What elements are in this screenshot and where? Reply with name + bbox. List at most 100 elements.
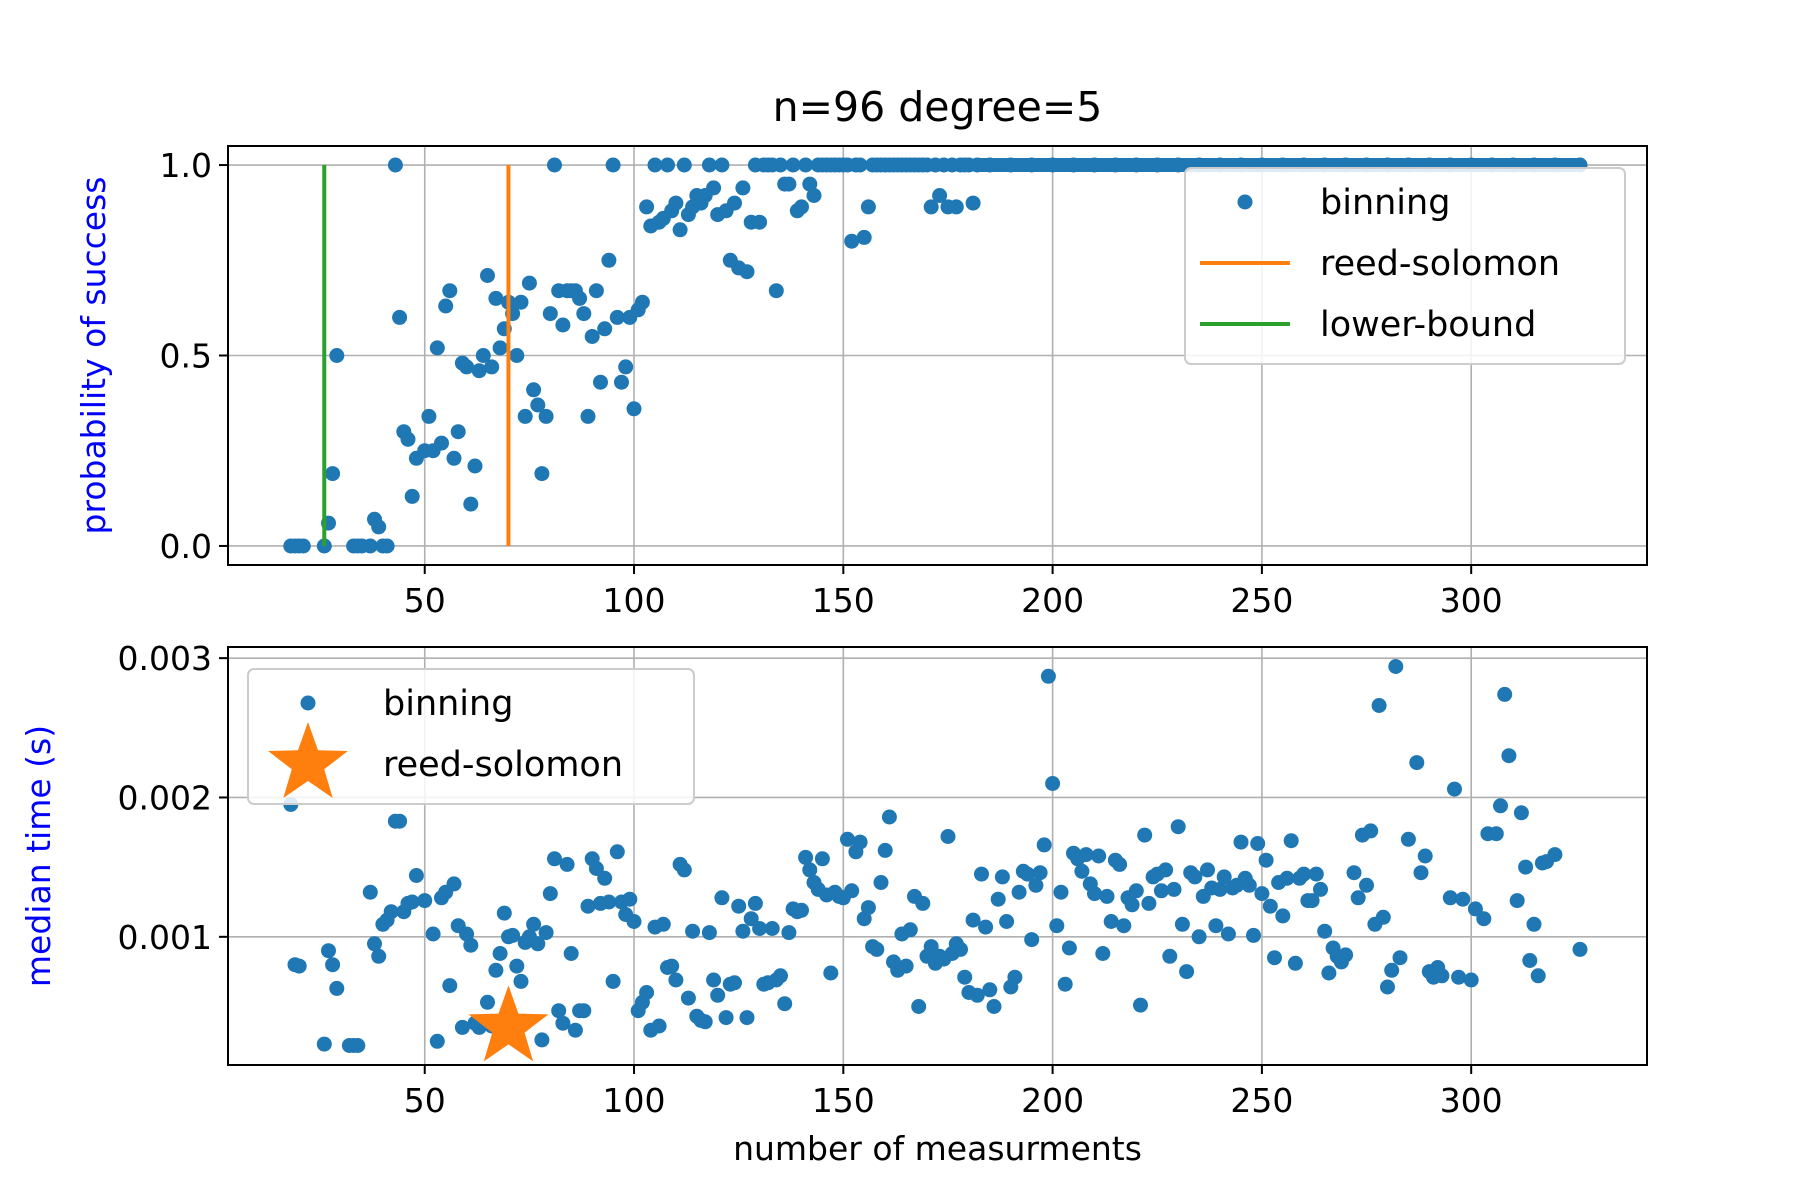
binning-point <box>526 916 542 932</box>
binning-point <box>1409 755 1425 771</box>
y-axis-label: probability of success <box>74 177 113 535</box>
binning-point <box>1045 157 1061 173</box>
binning-point <box>580 408 596 424</box>
binning-point <box>1455 891 1471 907</box>
y-tick-label: 0.5 <box>160 337 212 376</box>
binning-point <box>1493 798 1508 814</box>
binning-point <box>957 969 973 985</box>
binning-point <box>1513 805 1529 821</box>
binning-point <box>1220 926 1236 942</box>
binning-point <box>1187 869 1203 885</box>
y-tick-label: 0.003 <box>118 639 212 678</box>
x-tick-label: 50 <box>404 581 446 620</box>
binning-point <box>609 309 625 325</box>
binning-point <box>747 895 763 911</box>
binning-point <box>1434 968 1450 984</box>
binning-point <box>379 538 395 554</box>
y-axis-label: median time (s) <box>19 725 58 987</box>
binning-point <box>526 382 542 398</box>
binning-point <box>1530 968 1546 984</box>
binning-point <box>547 157 562 173</box>
binning-point <box>1095 946 1111 961</box>
binning-point <box>840 831 855 847</box>
legend: binning reed-solomon <box>247 668 695 805</box>
binning-point <box>777 996 793 1012</box>
binning-point <box>706 972 722 988</box>
binning-point <box>475 348 491 363</box>
binning-point <box>1250 836 1266 851</box>
x-axis-label: number of measurments <box>733 1129 1142 1168</box>
binning-point <box>731 898 747 914</box>
binning-point <box>1287 955 1303 971</box>
binning-point <box>940 829 956 844</box>
binning-point <box>1003 157 1019 173</box>
binning-point <box>898 958 914 974</box>
binning-point <box>844 883 860 899</box>
binning-point <box>727 195 742 211</box>
binning-point <box>1296 866 1312 882</box>
binning-point <box>534 1032 550 1048</box>
binning-point <box>538 925 554 941</box>
binning-point <box>417 893 433 909</box>
binning-point <box>718 1010 734 1026</box>
binning-point <box>794 199 809 215</box>
binning-point <box>329 980 345 996</box>
binning-point <box>551 1003 567 1019</box>
binning-point <box>1007 969 1023 985</box>
binning-point <box>1141 895 1157 911</box>
binning-point <box>492 946 508 961</box>
binning-point <box>400 431 416 447</box>
binning-point <box>593 374 608 390</box>
binning-point <box>969 987 985 1003</box>
binning-point <box>1417 848 1433 864</box>
binning-point <box>1091 848 1107 864</box>
binning-point <box>1241 877 1257 893</box>
legend-label-reed-solomon: reed-solomon <box>1320 244 1560 284</box>
binning-point <box>362 884 378 900</box>
plot-area <box>283 157 1588 554</box>
binning-point <box>1321 965 1337 981</box>
binning-point <box>350 1038 366 1053</box>
binning-point <box>948 199 964 215</box>
binning-point <box>1191 929 1207 945</box>
reed-solomon-star <box>468 985 549 1062</box>
binning-point <box>1572 941 1588 957</box>
binning-point <box>978 919 994 935</box>
binning-point <box>1024 157 1040 173</box>
binning-point <box>1522 953 1538 968</box>
binning-point <box>986 999 1002 1014</box>
binning-point <box>994 869 1010 885</box>
binning-point <box>1388 659 1404 674</box>
binning-point <box>735 180 751 196</box>
binning-point <box>1233 834 1249 850</box>
binning-point <box>680 990 696 1006</box>
binning-point <box>1040 668 1056 684</box>
binning-point <box>1262 898 1278 914</box>
binning-point <box>609 844 625 860</box>
binning-point <box>488 962 504 978</box>
binning-point <box>902 922 918 938</box>
binning-point <box>446 450 462 466</box>
binning-point <box>1074 863 1090 879</box>
binning-point <box>480 268 495 283</box>
binning-point <box>588 283 604 299</box>
binning-point <box>706 180 722 196</box>
bottom-panel: 50 100 150 200 250 300 0.001 0.002 0.003 median t… <box>19 639 1648 1168</box>
binning-point <box>697 1014 713 1030</box>
binning-point <box>316 538 332 554</box>
binning-point <box>605 973 621 989</box>
binning-point <box>1313 881 1328 897</box>
binning-point <box>668 195 684 211</box>
binning-point <box>563 946 579 961</box>
binning-point <box>655 916 671 932</box>
binning-point <box>1078 847 1094 863</box>
binning-point <box>622 891 638 907</box>
binning-point <box>1170 157 1186 173</box>
binning-point <box>626 401 642 417</box>
binning-point <box>1032 865 1048 881</box>
binning-point <box>434 435 449 451</box>
binning-point <box>509 348 525 363</box>
binning-point <box>1275 908 1291 924</box>
binning-point <box>387 157 403 173</box>
